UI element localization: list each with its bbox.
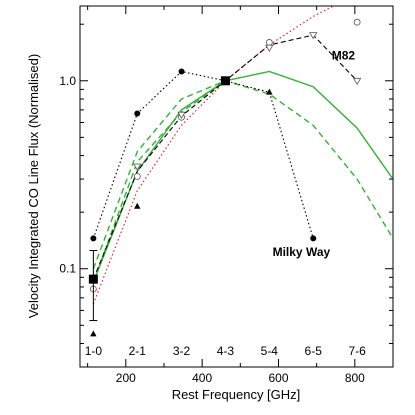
marker-circle-open — [265, 39, 273, 46]
marker-triangle-up — [266, 88, 273, 95]
plot-frame — [79, 5, 394, 368]
annotation-label: Milky Way — [273, 245, 331, 259]
transition-label: 1-0 — [85, 344, 103, 358]
transition-label: 2-1 — [129, 344, 147, 358]
marker-square-filled — [88, 274, 98, 284]
transition-label: 7-6 — [348, 344, 366, 358]
y-axis-label: Velocity Integrated CO Line Flux (Normal… — [26, 54, 41, 318]
marker-circle-filled — [90, 235, 97, 242]
marker-triangle-down — [177, 111, 186, 119]
marker-circle-open — [133, 172, 141, 180]
marker-circle-filled — [134, 110, 141, 117]
marker-layer — [88, 18, 362, 337]
series-line — [92, 34, 358, 280]
transition-label: 4-3 — [217, 344, 235, 358]
x-tick-label: 200 — [116, 371, 136, 385]
series-layer — [92, 6, 393, 305]
transition-label: 6-5 — [305, 344, 323, 358]
x-tick-label: 400 — [192, 371, 212, 385]
marker-triangle-down — [133, 163, 142, 171]
marker-triangle-down — [309, 32, 318, 40]
x-tick-label: 800 — [345, 371, 365, 385]
y-tick-label: 0.1 — [59, 262, 76, 276]
y-tick-label: 1.0 — [59, 74, 76, 88]
series-line — [92, 80, 226, 283]
x-tick-label: 600 — [268, 371, 288, 385]
series-line — [92, 80, 393, 269]
axes-layer: 200 400 600 800 0.1 1.0 1-0 2-1 3-2 4-3 5-4 6-5 7-6 M… — [59, 6, 394, 385]
annotation-label: M82 — [332, 48, 356, 62]
transition-label: 5-4 — [261, 344, 279, 358]
marker-triangle-up — [134, 202, 141, 209]
series-line — [92, 70, 314, 239]
marker-circle-filled — [178, 68, 185, 75]
marker-triangle-down — [265, 44, 274, 52]
series-line — [92, 6, 335, 305]
series-line — [92, 70, 393, 283]
marker-triangle-up — [90, 330, 97, 337]
marker-triangle-down — [352, 77, 362, 86]
marker-circle-open — [353, 18, 361, 26]
marker-circle-filled — [310, 235, 317, 242]
transition-label: 3-2 — [173, 344, 191, 358]
marker-square-filled — [220, 76, 230, 86]
x-axis-label: Rest Frequency [GHz] — [172, 387, 301, 402]
